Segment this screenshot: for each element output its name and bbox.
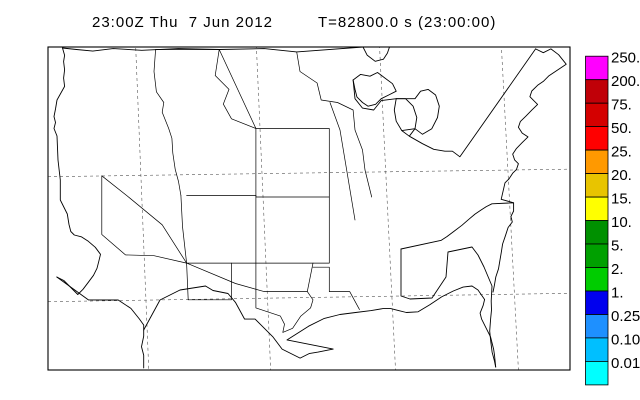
- svg-text:20.: 20.: [611, 167, 632, 184]
- svg-text:5.: 5.: [611, 238, 624, 255]
- svg-text:250.: 250.: [611, 50, 640, 67]
- svg-text:75.: 75.: [611, 97, 632, 114]
- svg-text:0.10: 0.10: [611, 331, 640, 348]
- svg-text:25.: 25.: [611, 144, 632, 161]
- svg-text:1.: 1.: [611, 285, 624, 302]
- svg-text:0.01: 0.01: [611, 355, 640, 372]
- svg-text:0.25: 0.25: [611, 308, 640, 325]
- svg-text:15.: 15.: [611, 191, 632, 208]
- svg-text:10.: 10.: [611, 214, 632, 231]
- svg-text:50.: 50.: [611, 120, 632, 137]
- svg-text:200.: 200.: [611, 73, 640, 90]
- svg-text:2.: 2.: [611, 261, 624, 278]
